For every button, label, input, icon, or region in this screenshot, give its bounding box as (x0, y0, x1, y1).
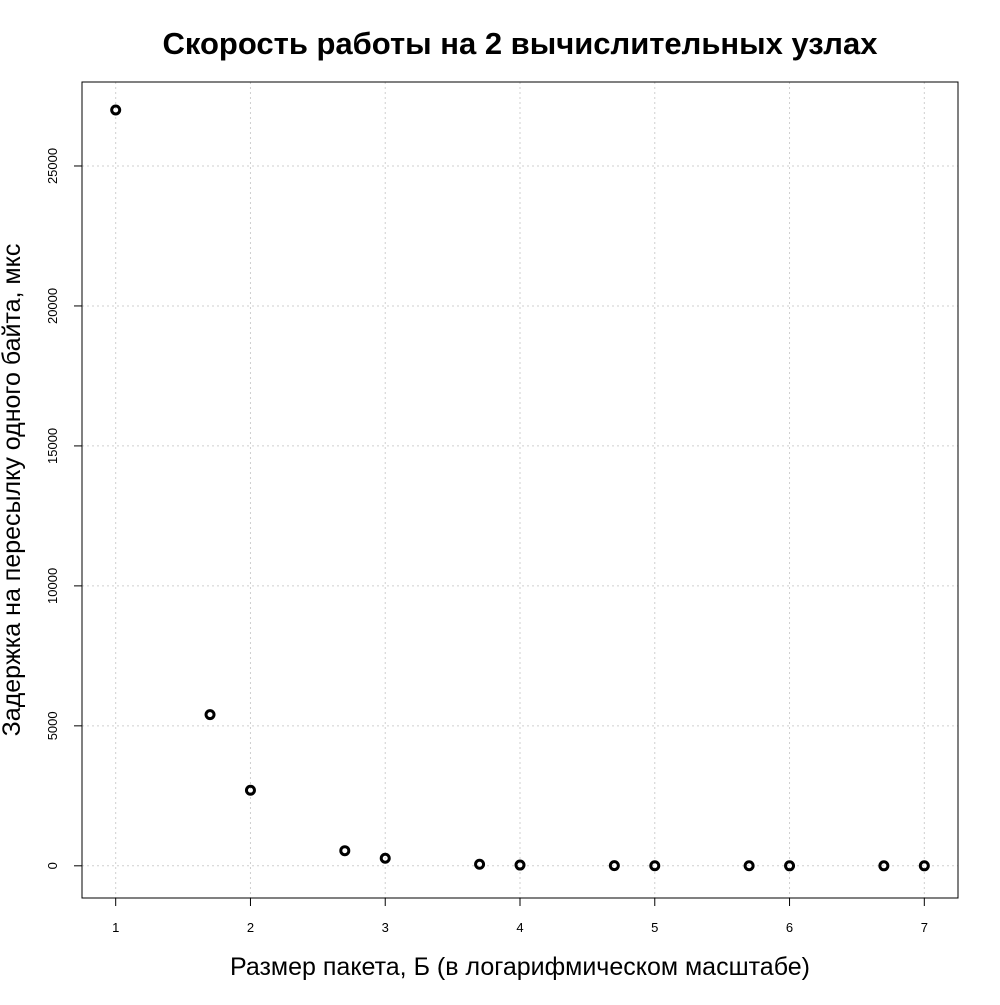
chart-title: Скорость работы на 2 вычислительных узла… (163, 26, 879, 61)
data-point (784, 860, 796, 872)
y-tick-label: 0 (45, 862, 60, 869)
data-point (878, 860, 890, 872)
data-points (110, 104, 930, 872)
x-tick-label: 7 (921, 920, 928, 935)
data-point (649, 860, 661, 872)
data-point (244, 784, 256, 796)
y-axis: 0 5000 10000 15000 20000 25000 (45, 148, 82, 869)
x-tick-label: 3 (382, 920, 389, 935)
y-tick-label: 5000 (45, 711, 60, 740)
y-tick-label: 25000 (45, 148, 60, 184)
x-tick-label: 6 (786, 920, 793, 935)
x-axis-label: Размер пакета, Б (в логарифмическом масш… (230, 953, 810, 981)
x-tick-label: 5 (651, 920, 658, 935)
x-tick-label: 1 (112, 920, 119, 935)
y-axis-label: Задержка на пересылку одного байта, мкс (0, 244, 26, 737)
x-axis: 1 2 3 4 5 6 7 (112, 898, 928, 935)
y-tick-label: 10000 (45, 568, 60, 604)
data-point (339, 845, 351, 857)
data-point (204, 709, 216, 721)
x-tick-label: 4 (516, 920, 523, 935)
plot-border (81, 81, 959, 899)
y-tick-label: 15000 (45, 428, 60, 464)
data-point (743, 860, 755, 872)
data-point (110, 104, 122, 116)
data-point (379, 852, 391, 864)
data-point (608, 860, 620, 872)
data-point (474, 858, 486, 870)
data-point (514, 859, 526, 871)
x-tick-label: 2 (247, 920, 254, 935)
data-point (918, 860, 930, 872)
grid (82, 82, 958, 898)
y-tick-label: 20000 (45, 288, 60, 324)
